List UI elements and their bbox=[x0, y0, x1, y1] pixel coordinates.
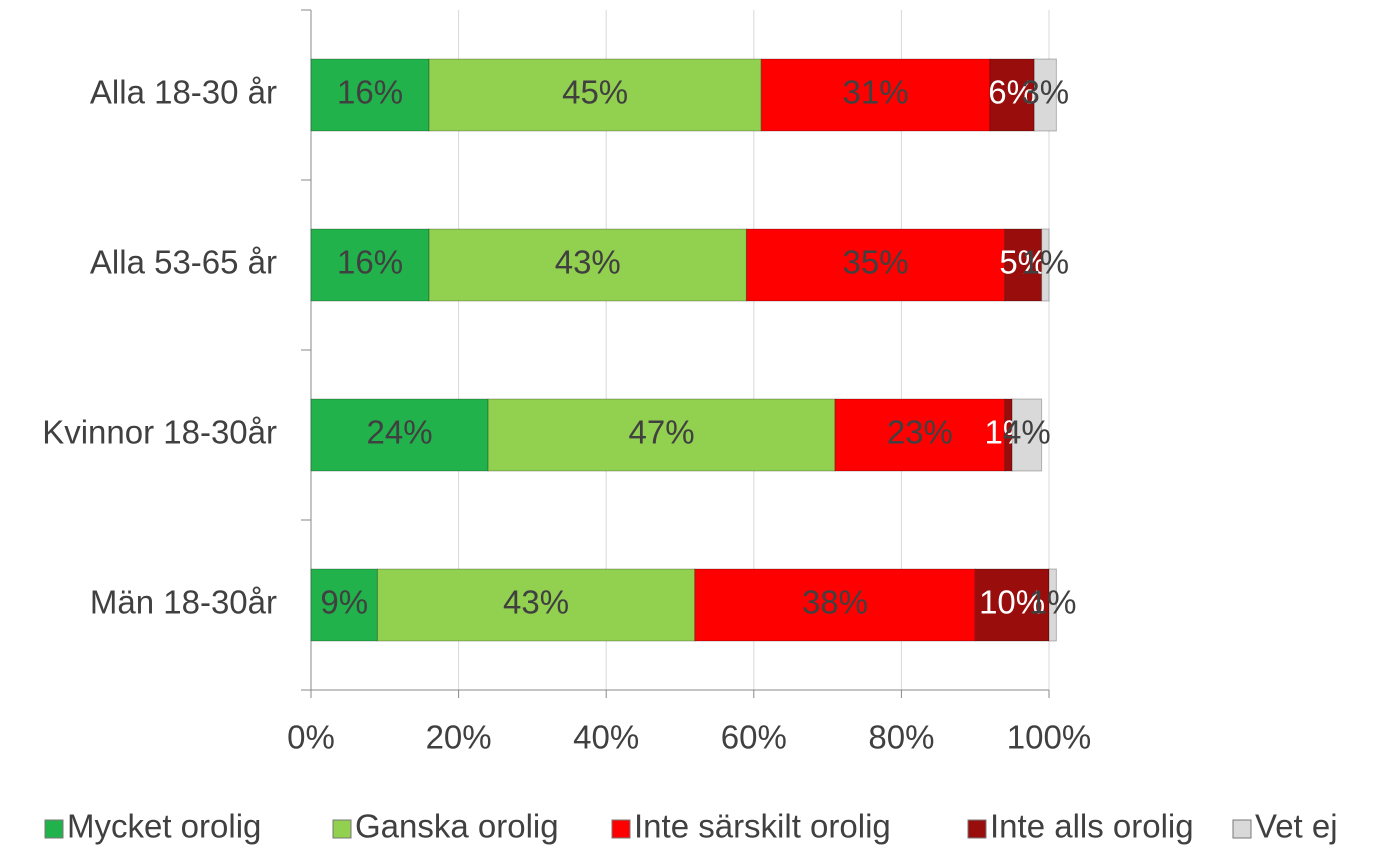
value-label: 16% bbox=[337, 244, 403, 281]
bar-segment bbox=[428, 228, 747, 302]
bar-segment bbox=[694, 568, 976, 642]
value-label: 23% bbox=[887, 414, 953, 451]
value-label: 47% bbox=[629, 414, 695, 451]
legend-label: Inte särskilt orolig bbox=[634, 808, 891, 845]
bar-segment bbox=[310, 58, 430, 132]
x-tick-label: 20% bbox=[426, 719, 492, 756]
legend-label: Vet ej bbox=[1255, 808, 1338, 845]
value-label: 16% bbox=[337, 74, 403, 111]
bar-segment bbox=[1048, 568, 1057, 642]
x-tick-label: 80% bbox=[868, 719, 934, 756]
value-label: 38% bbox=[802, 584, 868, 621]
legend-swatch bbox=[44, 819, 64, 839]
value-label: 1% bbox=[1029, 584, 1077, 621]
legend-swatch bbox=[332, 819, 352, 839]
y-tick-label: Alla 53-65 år bbox=[90, 244, 277, 281]
value-label: 31% bbox=[843, 74, 909, 111]
x-tick-label: 40% bbox=[573, 719, 639, 756]
value-label: 6% bbox=[988, 74, 1036, 111]
value-label: 5% bbox=[999, 244, 1047, 281]
bar-segment bbox=[1004, 228, 1043, 302]
value-label: 24% bbox=[367, 414, 433, 451]
value-label: 43% bbox=[503, 584, 569, 621]
bar-segment bbox=[1011, 398, 1043, 472]
x-tick-label: 0% bbox=[287, 719, 335, 756]
bar-segment bbox=[1033, 58, 1057, 132]
value-label: 1% bbox=[1021, 244, 1069, 281]
value-label: 9% bbox=[320, 584, 368, 621]
legend-swatch bbox=[1232, 819, 1252, 839]
bar-segment bbox=[376, 568, 696, 642]
bar-segment bbox=[428, 58, 762, 132]
bar-segment bbox=[1041, 228, 1050, 302]
bar-segment bbox=[310, 568, 378, 642]
value-label: 3% bbox=[1021, 74, 1069, 111]
bar-segment bbox=[745, 228, 1006, 302]
bar-segment bbox=[310, 398, 489, 472]
x-tick-label: 60% bbox=[721, 719, 787, 756]
bar-segment bbox=[989, 58, 1035, 132]
legend-swatch bbox=[967, 819, 987, 839]
value-label: 10% bbox=[979, 584, 1045, 621]
bar-segment bbox=[834, 398, 1006, 472]
value-label: 35% bbox=[843, 244, 909, 281]
legend-swatch bbox=[611, 819, 631, 839]
y-tick-label: Män 18-30år bbox=[90, 584, 277, 621]
value-label: 4% bbox=[1003, 414, 1051, 451]
bar-segment bbox=[974, 568, 1050, 642]
y-tick-label: Alla 18-30 år bbox=[90, 74, 277, 111]
legend-label: Inte alls orolig bbox=[990, 808, 1194, 845]
y-tick-label: Kvinnor 18-30år bbox=[42, 414, 277, 451]
value-label: 43% bbox=[555, 244, 621, 281]
legend-label: Ganska orolig bbox=[355, 808, 559, 845]
legend-label: Mycket orolig bbox=[67, 808, 261, 845]
x-tick-label: 100% bbox=[1007, 719, 1091, 756]
bar-segment bbox=[760, 58, 991, 132]
bar-segment bbox=[487, 398, 836, 472]
value-label: 45% bbox=[562, 74, 628, 111]
